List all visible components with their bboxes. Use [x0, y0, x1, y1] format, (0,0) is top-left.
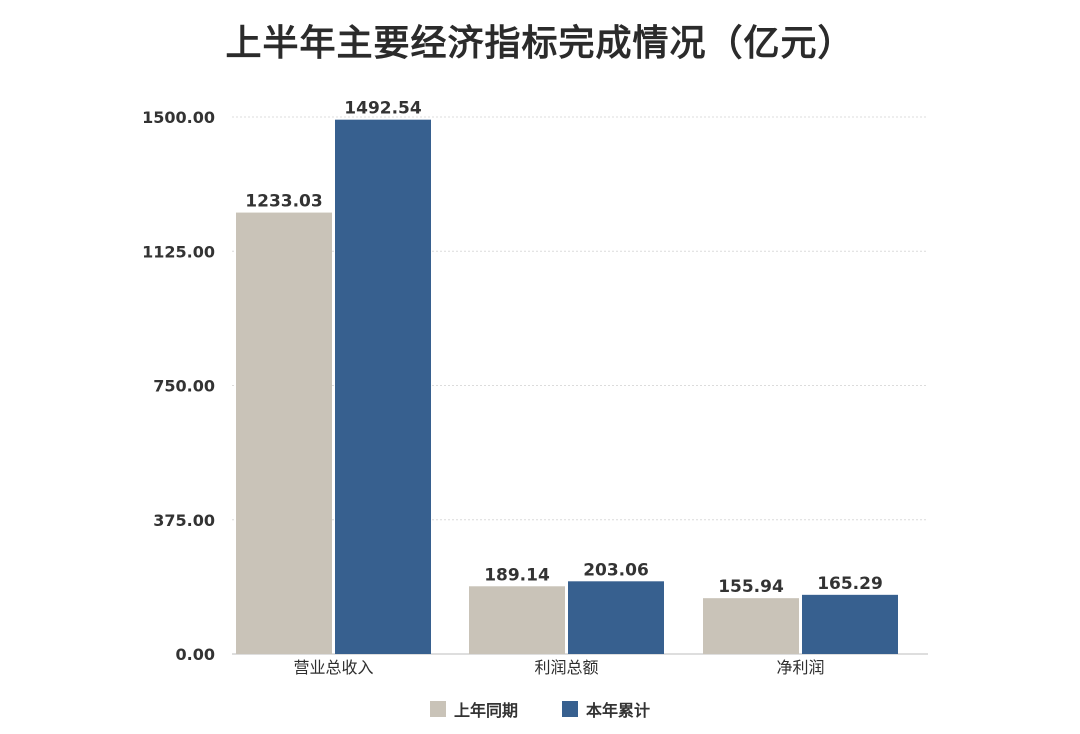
legend-item-current-year: 本年累计 [562, 697, 650, 721]
bar-previous-year [469, 586, 565, 654]
bar-value-label: 155.94 [718, 577, 784, 597]
bar-current-year [802, 594, 898, 654]
legend-item-previous-year: 上年同期 [429, 697, 518, 721]
bar-value-label: 1233.03 [245, 192, 322, 212]
bar-value-label: 189.14 [484, 565, 550, 585]
bar-value-label: 1492.54 [344, 99, 422, 119]
bar-previous-year [703, 598, 799, 654]
y-tick-label: 1500.00 [142, 108, 215, 127]
x-category-label: 利润总额 [534, 658, 598, 677]
chart-legend: 上年同期 本年累计 [0, 697, 1080, 721]
y-tick-label: 375.00 [153, 511, 215, 530]
y-tick-label: 750.00 [153, 377, 215, 396]
y-tick-label: 1125.00 [142, 242, 215, 261]
legend-swatch-previous-year [429, 701, 446, 717]
legend-swatch-current-year [562, 701, 578, 717]
bar-current-year [335, 119, 431, 655]
legend-label-current-year: 本年累计 [586, 701, 651, 720]
bar-value-label: 165.29 [817, 574, 883, 594]
bar-previous-year [236, 212, 332, 654]
legend-label-previous-year: 上年同期 [453, 701, 518, 720]
bar-value-label: 203.06 [583, 560, 649, 580]
bar-current-year [568, 581, 664, 654]
chart-title: 上半年主要经济指标完成情况（亿元） [225, 23, 855, 64]
y-tick-label: 0.00 [176, 645, 215, 664]
x-category-label: 营业总收入 [293, 658, 373, 677]
x-category-label: 净利润 [776, 658, 824, 677]
